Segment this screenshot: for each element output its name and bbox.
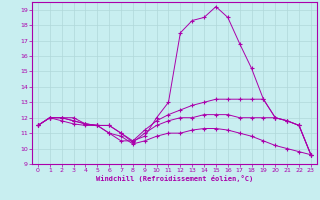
X-axis label: Windchill (Refroidissement éolien,°C): Windchill (Refroidissement éolien,°C)	[96, 175, 253, 182]
